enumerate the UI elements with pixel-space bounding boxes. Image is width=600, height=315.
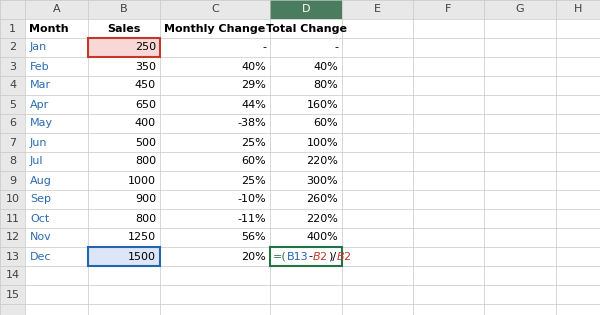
- Text: 400: 400: [135, 118, 156, 129]
- Text: 9: 9: [9, 175, 16, 186]
- Text: -: -: [308, 251, 313, 261]
- Text: 4: 4: [9, 81, 16, 90]
- Text: 29%: 29%: [241, 81, 266, 90]
- Text: Month: Month: [29, 24, 68, 33]
- Text: Sales: Sales: [107, 24, 140, 33]
- Text: Jan: Jan: [30, 43, 47, 53]
- Text: 8: 8: [9, 157, 16, 167]
- Text: F: F: [445, 4, 452, 14]
- Text: 350: 350: [135, 61, 156, 72]
- Text: 500: 500: [135, 138, 156, 147]
- Text: $B$2: $B$2: [336, 250, 352, 262]
- Text: 1: 1: [9, 24, 16, 33]
- Text: 450: 450: [135, 81, 156, 90]
- Text: Total Change: Total Change: [265, 24, 347, 33]
- Text: B: B: [120, 4, 128, 14]
- Text: 6: 6: [9, 118, 16, 129]
- Bar: [270, 0, 342, 19]
- Text: 400%: 400%: [306, 232, 338, 243]
- Text: 100%: 100%: [307, 138, 338, 147]
- Text: C: C: [211, 4, 219, 14]
- Text: Nov: Nov: [30, 232, 52, 243]
- Text: 25%: 25%: [241, 138, 266, 147]
- Bar: [88, 38, 160, 57]
- Text: 25%: 25%: [241, 175, 266, 186]
- Text: 11: 11: [5, 214, 19, 224]
- Text: 10: 10: [5, 194, 19, 204]
- Text: 80%: 80%: [313, 81, 338, 90]
- Text: 40%: 40%: [241, 61, 266, 72]
- Text: 2: 2: [9, 43, 16, 53]
- Text: 800: 800: [135, 214, 156, 224]
- Text: 650: 650: [135, 100, 156, 110]
- Text: 300%: 300%: [307, 175, 338, 186]
- Text: Sep: Sep: [30, 194, 51, 204]
- Text: -: -: [334, 43, 338, 53]
- Bar: [270, 247, 342, 266]
- Text: Apr: Apr: [30, 100, 49, 110]
- Text: B13: B13: [287, 251, 308, 261]
- Text: Mar: Mar: [30, 81, 51, 90]
- Text: -: -: [262, 43, 266, 53]
- Text: D: D: [302, 4, 310, 14]
- Text: -38%: -38%: [237, 118, 266, 129]
- Text: Jun: Jun: [30, 138, 47, 147]
- Text: 56%: 56%: [241, 232, 266, 243]
- Text: 20%: 20%: [241, 251, 266, 261]
- Text: Dec: Dec: [30, 251, 52, 261]
- Text: $B$2: $B$2: [313, 250, 328, 262]
- Text: Jul: Jul: [30, 157, 44, 167]
- Text: Monthly Change: Monthly Change: [164, 24, 266, 33]
- Text: 220%: 220%: [306, 157, 338, 167]
- Text: )/: )/: [328, 251, 336, 261]
- Text: 60%: 60%: [313, 118, 338, 129]
- Text: E: E: [374, 4, 381, 14]
- Text: 1500: 1500: [128, 251, 156, 261]
- Text: -11%: -11%: [238, 214, 266, 224]
- Text: Feb: Feb: [30, 61, 50, 72]
- Text: -10%: -10%: [238, 194, 266, 204]
- Text: 260%: 260%: [306, 194, 338, 204]
- Bar: [0, 0, 600, 19]
- Text: 14: 14: [5, 271, 20, 280]
- Text: May: May: [30, 118, 53, 129]
- Text: 13: 13: [5, 251, 19, 261]
- Text: Aug: Aug: [30, 175, 52, 186]
- Text: 5: 5: [9, 100, 16, 110]
- Text: =(: =(: [273, 251, 287, 261]
- Bar: [88, 247, 160, 266]
- Text: 15: 15: [5, 289, 19, 300]
- Text: 250: 250: [135, 43, 156, 53]
- Text: Oct: Oct: [30, 214, 49, 224]
- Text: G: G: [515, 4, 524, 14]
- Bar: [0, 0, 25, 315]
- Text: 800: 800: [135, 157, 156, 167]
- Text: 220%: 220%: [306, 214, 338, 224]
- Text: 1000: 1000: [128, 175, 156, 186]
- Text: H: H: [574, 4, 582, 14]
- Text: 900: 900: [135, 194, 156, 204]
- Text: 40%: 40%: [313, 61, 338, 72]
- Text: 7: 7: [9, 138, 16, 147]
- Text: 44%: 44%: [241, 100, 266, 110]
- Text: 1250: 1250: [128, 232, 156, 243]
- Text: 60%: 60%: [241, 157, 266, 167]
- Text: 160%: 160%: [307, 100, 338, 110]
- Text: 3: 3: [9, 61, 16, 72]
- Text: A: A: [53, 4, 61, 14]
- Text: 12: 12: [5, 232, 20, 243]
